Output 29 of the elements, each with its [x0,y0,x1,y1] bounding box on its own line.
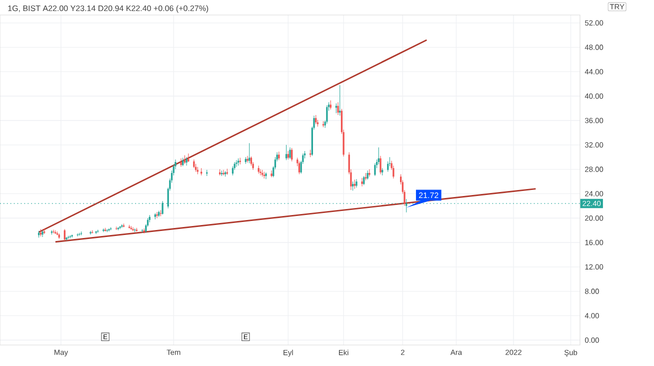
candlestick [380,156,382,174]
chart-title: 1G, BIST A22.00 Y23.14 D20.94 K22.40 +0.06 (+0.27%) [8,5,208,13]
candlestick [248,142,250,164]
candlestick [337,102,339,116]
candlestick [363,176,365,186]
candlestick [368,169,370,177]
candlestick [315,114,317,124]
candlestick [352,181,354,191]
candlestick [326,104,328,124]
candlestick [250,156,252,166]
candlestick [156,212,158,218]
candlestick [392,165,394,179]
candlestick [180,158,182,168]
candlestick [260,169,262,176]
candlestick [298,161,300,174]
candlestick [361,178,363,187]
candlestick [366,170,368,180]
candlestick [374,162,376,176]
candlestick [265,172,267,180]
candlestick [236,160,238,168]
candlestick [270,170,272,178]
candlestick [354,179,356,190]
annotation: 21.72 [419,192,438,198]
candlestick [186,156,188,166]
candlestick [222,170,224,176]
candlestick [42,230,44,238]
candlestick [330,100,332,110]
candlestick [289,147,291,160]
candlestick [246,156,248,163]
